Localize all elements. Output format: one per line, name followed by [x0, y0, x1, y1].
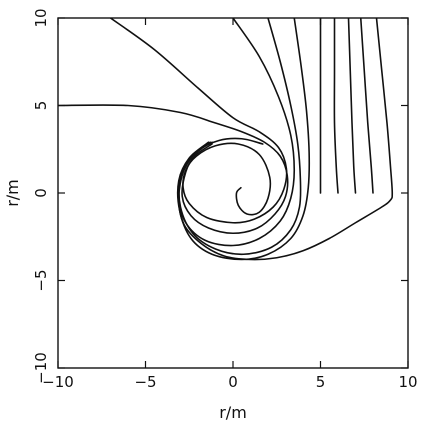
axis-ticks: [57, 17, 409, 369]
axis-tick-labels: −10 −5 0 5 10 −10 −5 0 5 10: [32, 8, 418, 391]
trajectory-curve-8: [347, 18, 357, 194]
y-tick-label: 5: [32, 101, 50, 111]
x-axis-label: r/m: [219, 403, 247, 422]
y-tick-label: 10: [32, 8, 50, 27]
y-axis-label: r/m: [3, 179, 22, 207]
x-tick-label: 0: [228, 373, 238, 391]
plot-clip-wrapper: [58, 18, 394, 261]
trajectory-curve-10: [177, 18, 394, 261]
trajectory-curves: [58, 18, 394, 261]
y-tick-label: −10: [32, 352, 50, 384]
trajectory-curve-5: [176, 18, 311, 261]
x-tick-label: −5: [134, 373, 156, 391]
x-tick-label: 5: [316, 373, 326, 391]
trajectory-curve-9: [359, 18, 374, 194]
trajectory-curve-2: [58, 104, 289, 235]
x-tick-label: −10: [42, 373, 74, 391]
x-tick-label: 10: [398, 373, 417, 391]
trajectory-curve-1: [109, 18, 288, 224]
y-tick-label: 0: [32, 188, 50, 198]
trajectory-curve-7: [333, 18, 339, 194]
y-tick-label: −5: [32, 269, 50, 291]
